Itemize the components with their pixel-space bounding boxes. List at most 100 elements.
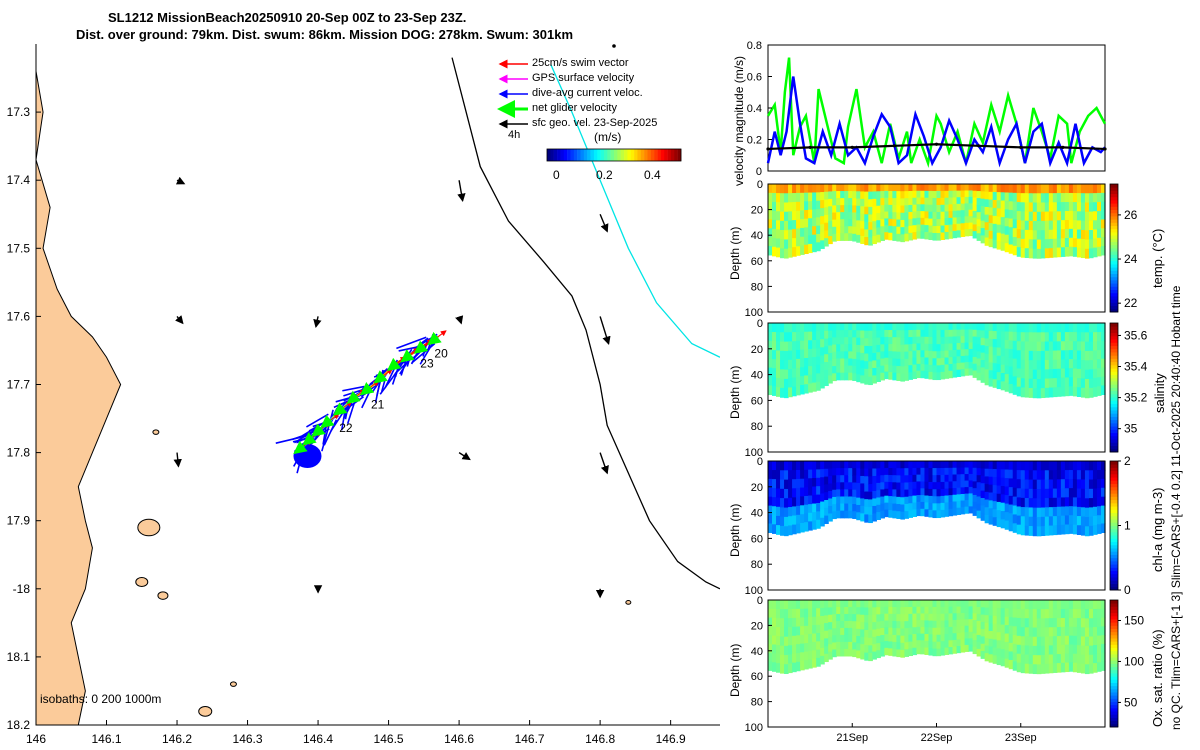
temp-cell-29-1 <box>884 190 889 199</box>
sfc-point-2 <box>850 145 854 149</box>
chl-cell-56-3 <box>992 485 998 494</box>
salinity-cell-58-2 <box>1000 339 1006 349</box>
salinity-cell-43-6 <box>940 364 946 373</box>
temp-cell-7-5 <box>796 228 801 239</box>
chl-colorbar-cell-6 <box>1110 567 1118 572</box>
salinity-cell-13-6 <box>820 371 825 381</box>
salinity-cell-46-5 <box>952 356 958 365</box>
chl-cell-57-6 <box>996 510 1002 519</box>
salinity-cell-3-3 <box>780 350 785 361</box>
salinity-cell-65-1 <box>1028 332 1034 343</box>
salinity-cell-8-5 <box>800 367 805 377</box>
temp-cell-21-4 <box>852 212 857 221</box>
salinity-colorbar-cell-31 <box>1110 348 1118 353</box>
salinity-cell-70-6 <box>1048 378 1054 389</box>
chl-cell-22-7 <box>856 512 861 521</box>
temp-cell-13-4 <box>820 216 825 225</box>
temp-cell-70-4 <box>1048 220 1054 231</box>
salinity-cell-39-5 <box>924 357 930 366</box>
oxygen-cell-9-6 <box>804 651 809 661</box>
temp-cell-62-5 <box>1016 229 1022 239</box>
salinity-cell-49-5 <box>964 355 970 363</box>
oxygen-cell-83-2 <box>1100 617 1106 627</box>
temp-cell-28-2 <box>880 198 885 206</box>
chl-cell-21-2 <box>852 475 857 484</box>
oxygen-cell-28-1 <box>880 606 885 615</box>
chl-cell-7-6 <box>796 514 801 525</box>
salinity-cell-4-6 <box>784 378 789 389</box>
temp-colorbar-cell-20 <box>1110 244 1118 249</box>
salinity-cell-57-3 <box>996 347 1002 357</box>
oxygen-colorbar-cell-24 <box>1110 647 1118 652</box>
chl-cell-73-4 <box>1060 497 1066 508</box>
chl-cell-13-1 <box>820 469 825 478</box>
salinity-cell-9-5 <box>804 366 809 377</box>
chl-cell-38-7 <box>920 508 926 517</box>
temp-cell-48-4 <box>960 210 966 218</box>
oxygen-cell-73-7 <box>1060 662 1066 673</box>
salinity-cell-53-7 <box>980 374 986 383</box>
oxygen-cell-13-5 <box>820 639 825 649</box>
salinity-cell-66-4 <box>1032 360 1038 371</box>
chl-cell-79-2 <box>1084 479 1090 490</box>
chl-cell-21-5 <box>852 496 857 505</box>
salinity-cell-63-6 <box>1020 378 1026 389</box>
chl-cell-74-0 <box>1064 461 1070 471</box>
oxygen-colorbar-cell-39 <box>1110 600 1118 604</box>
oxygen-cell-79-2 <box>1084 618 1090 629</box>
salinity-cell-56-2 <box>992 339 998 348</box>
chl-cell-25-1 <box>868 468 873 477</box>
chl-cell-73-7 <box>1060 524 1066 535</box>
oxygen-cell-17-3 <box>836 620 841 629</box>
temp-cell-41-0 <box>932 184 938 192</box>
chl-cell-68-2 <box>1040 479 1046 490</box>
oxygen-cell-46-1 <box>952 606 958 614</box>
temp-ytick-label-3: 60 <box>751 256 763 268</box>
temp-colorbar-cell-32 <box>1110 206 1118 210</box>
chl-cell-6-4 <box>792 497 797 508</box>
chl-cell-19-2 <box>844 475 849 483</box>
oxygen-cell-68-5 <box>1040 645 1046 656</box>
oxygen-cell-23-4 <box>860 629 865 638</box>
salinity-cell-5-4 <box>788 359 793 370</box>
temp-cell-82-7 <box>1096 246 1102 257</box>
chl-colorbar-cell-22 <box>1110 515 1118 520</box>
chl-cell-31-6 <box>892 503 897 512</box>
salinity-cell-77-3 <box>1076 350 1082 361</box>
temp-cell-74-3 <box>1064 211 1070 221</box>
chl-colorbar-label: chl-a (mg m-3) <box>1150 487 1165 572</box>
oxygen-cell-14-6 <box>824 646 829 655</box>
temp-cell-44-6 <box>944 225 950 233</box>
temp-colorbar-cell-16 <box>1110 257 1118 262</box>
oxygen-cell-35-1 <box>908 606 914 615</box>
temp-cell-76-0 <box>1072 184 1078 194</box>
salinity-cell-28-5 <box>880 358 885 367</box>
chl-cell-41-1 <box>932 468 938 476</box>
oxygen-cell-26-6 <box>872 644 877 653</box>
salinity-cell-34-4 <box>904 351 910 360</box>
temp-cell-20-7 <box>848 233 853 241</box>
chl-cell-14-6 <box>824 507 829 517</box>
salinity-cell-64-3 <box>1024 350 1030 361</box>
oxygen-cell-44-3 <box>944 620 950 628</box>
temp-cell-34-7 <box>904 233 910 242</box>
chl-colorbar-cell-34 <box>1110 477 1118 481</box>
temp-cell-62-6 <box>1016 238 1022 248</box>
salinity-cell-54-0 <box>984 323 990 332</box>
chl-cell-4-4 <box>784 498 789 509</box>
temp-cell-35-4 <box>908 211 914 220</box>
temp-cell-71-7 <box>1052 247 1058 258</box>
chl-colorbar-cell-3 <box>1110 577 1118 581</box>
salinity-cell-73-1 <box>1060 332 1066 342</box>
net-vector-5 <box>346 390 361 404</box>
chl-cell-31-4 <box>892 489 897 498</box>
oxygen-cell-34-4 <box>904 628 910 636</box>
salinity-cell-75-2 <box>1068 341 1074 351</box>
temp-cell-36-0 <box>912 184 918 192</box>
oxygen-cell-1-1 <box>772 608 777 619</box>
oxygen-cell-15-2 <box>828 614 833 623</box>
sfc-point-3 <box>892 144 896 148</box>
salinity-cell-46-0 <box>952 323 958 331</box>
oxygen-cell-0-4 <box>768 635 773 645</box>
temp-cell-35-7 <box>908 232 914 241</box>
